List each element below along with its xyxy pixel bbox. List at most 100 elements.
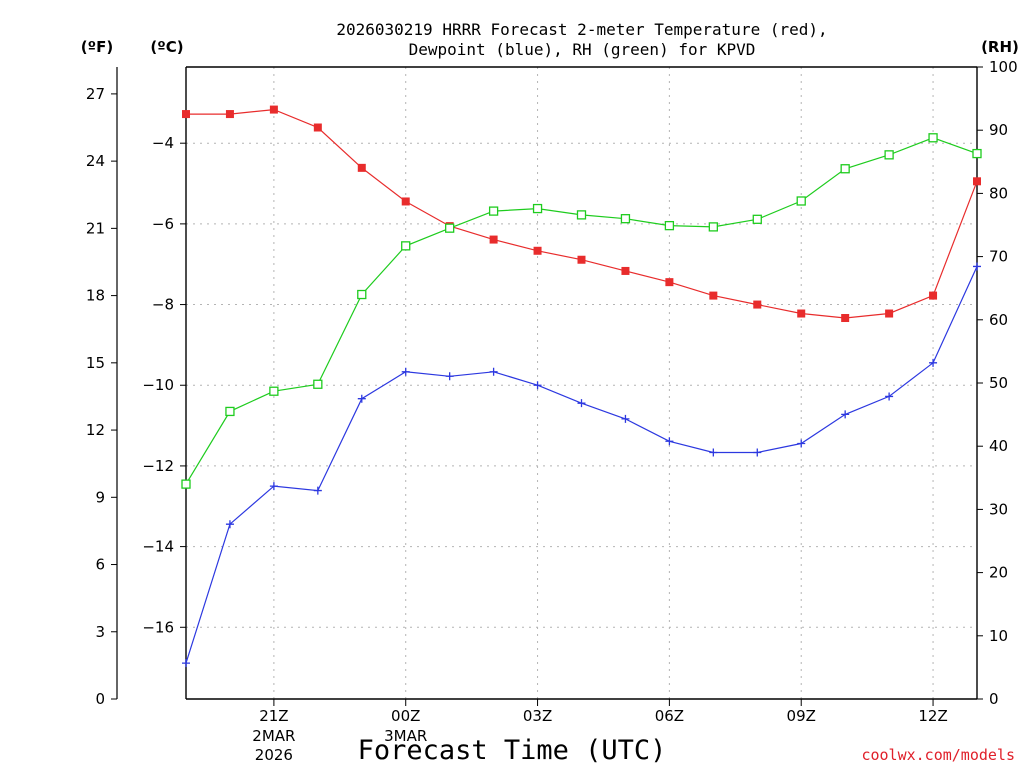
rh-tick-label: 30 (989, 500, 1008, 518)
dewpoint-point (621, 414, 630, 423)
temperature-point (929, 291, 938, 300)
rh-point (664, 220, 675, 231)
x-tick-label: 09Z (787, 707, 816, 725)
rh-point (401, 241, 411, 251)
celsius-tick-label: −12 (142, 457, 174, 475)
rh-tick-label: 60 (989, 311, 1008, 329)
rh-point (752, 214, 762, 224)
rh-tick-label: 70 (989, 248, 1008, 266)
fahrenheit-tick-label: 12 (86, 421, 105, 439)
rh-point (884, 150, 894, 160)
x-tick-date-label: 2MAR (252, 727, 295, 745)
fahrenheit-tick-label: 6 (95, 556, 105, 574)
grid-lines (186, 67, 977, 699)
rh-tick-label: 90 (989, 121, 1008, 139)
fahrenheit-tick-label: 0 (95, 690, 105, 708)
rh-point (620, 214, 631, 224)
celsius-axis-label: (ºC) (150, 38, 183, 56)
fahrenheit-tick-label: 21 (86, 219, 105, 237)
celsius-tick-label: −8 (152, 296, 174, 314)
x-tick-label: 12Z (918, 707, 947, 725)
fahrenheit-tick-label: 27 (86, 85, 105, 103)
dewpoint-point (489, 367, 498, 376)
chart-title: 2026030219 HRRR Forecast 2-meter Tempera… (336, 20, 827, 39)
x-tick-label: 03Z (523, 707, 552, 725)
fahrenheit-tick-label: 3 (95, 623, 105, 641)
temperature-point (621, 266, 630, 275)
x-tick-label: 00Z (391, 707, 420, 725)
rh-point (972, 148, 982, 159)
rh-tick-label: 100 (989, 58, 1018, 76)
rh-line (185, 137, 978, 485)
rh-point (225, 406, 235, 417)
x-axis-title: Forecast Time (UTC) (358, 735, 667, 766)
temperature-point (313, 123, 322, 132)
dewpoint-point (973, 262, 981, 271)
rh-point (576, 210, 587, 220)
dewpoint-point (797, 439, 806, 448)
dewpoint-point (577, 399, 586, 408)
dewpoint-point (313, 486, 322, 495)
dewpoint-point (533, 381, 542, 390)
chart-subtitle: Dewpoint (blue), RH (green) for KPVD (409, 40, 756, 59)
rh-point (488, 206, 499, 216)
dewpoint-point (357, 394, 366, 403)
rh-point (796, 196, 806, 206)
rh-tick-label: 50 (989, 374, 1008, 392)
rh-axis-label: (RH) (981, 38, 1019, 56)
fahrenheit-tick-label: 24 (86, 152, 105, 170)
rh-point (840, 164, 850, 174)
celsius-tick-label: −4 (152, 134, 174, 152)
temperature-point (709, 291, 718, 300)
dewpoint-point (885, 392, 894, 401)
rh-tick-label: 40 (989, 437, 1008, 455)
temperature-point (973, 177, 981, 186)
temperature-point (357, 163, 366, 172)
temperature-point (401, 197, 410, 206)
x-tick-label: 21Z (259, 707, 288, 725)
rh-point (357, 289, 367, 300)
dewpoint-point (753, 448, 762, 457)
dewpoint-point (225, 520, 234, 529)
temperature-point (753, 300, 762, 309)
axes (111, 66, 983, 706)
rh-point (532, 203, 543, 214)
rh-point (928, 133, 938, 143)
rh-tick-label: 20 (989, 564, 1008, 582)
celsius-tick-label: −14 (142, 538, 174, 556)
temperature-point (577, 255, 586, 264)
rh-point (269, 386, 279, 396)
dewpoint-point (445, 372, 454, 381)
dewpoint-point (182, 659, 190, 668)
dewpoint-point (709, 448, 718, 457)
celsius-tick-label: −10 (142, 376, 174, 394)
temperature-point (841, 314, 850, 323)
x-tick-year-label: 2026 (255, 746, 293, 764)
dewpoint-line (185, 266, 978, 664)
x-tick-label: 06Z (655, 707, 684, 725)
temperature-point (885, 309, 894, 318)
dewpoint-point (665, 437, 674, 446)
rh-point (445, 223, 455, 233)
tick-labels: 0 3 6 9 12 15 18 21 24 27 −16 −14 −12 −10 −8 −6 −4 0 10 20 3… (86, 58, 1018, 764)
temperature-point (182, 110, 190, 119)
celsius-tick-label: −6 (152, 215, 174, 233)
celsius-tick-label: −16 (142, 618, 174, 636)
rh-point (708, 222, 718, 232)
temperature-point (665, 278, 674, 287)
dewpoint-point (929, 358, 938, 367)
temperature-point (489, 235, 498, 244)
rh-point (313, 379, 323, 389)
x-tick-date-label: 3MAR (384, 727, 427, 745)
temperature-point (225, 110, 234, 119)
temperature-point (797, 309, 806, 318)
rh-tick-label: 10 (989, 627, 1008, 645)
fahrenheit-axis-label: (ºF) (81, 38, 113, 56)
temperature-point (533, 246, 542, 255)
rh-tick-label: 0 (989, 690, 999, 708)
fahrenheit-tick-label: 9 (95, 488, 105, 506)
data-series (181, 105, 982, 668)
rh-tick-label: 80 (989, 184, 1008, 202)
rh-point (181, 479, 191, 489)
